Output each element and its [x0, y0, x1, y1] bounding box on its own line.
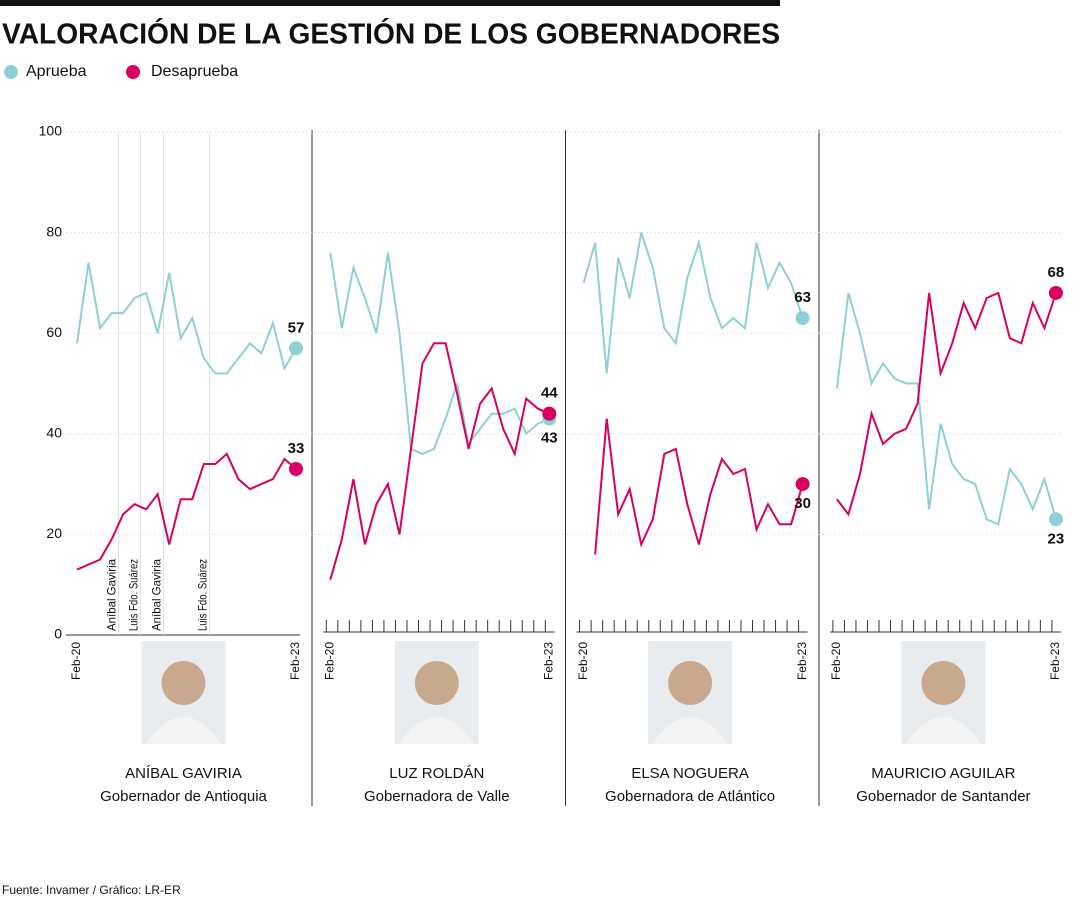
- x-tick-label: Feb-20: [322, 642, 336, 680]
- governor-role: Gobernadora de Valle: [364, 788, 510, 805]
- portrait-face: [921, 661, 966, 705]
- y-tick-label: 60: [46, 324, 62, 340]
- y-tick-label: 40: [46, 425, 62, 441]
- annotation-text: Aníbal Gaviria: [150, 559, 164, 631]
- series-line: [329, 252, 550, 455]
- annotation-text: Aníbal Gaviria: [105, 559, 119, 631]
- data-label: 33: [288, 440, 305, 457]
- portrait-face: [668, 661, 713, 705]
- legend-label: Desaprueba: [151, 63, 238, 80]
- series-line: [76, 452, 297, 571]
- y-tick-label: 0: [54, 626, 62, 642]
- annotation-text: Luis Fdo. Suárez: [196, 559, 210, 631]
- x-tick-label: Feb-20: [829, 642, 843, 680]
- end-dot: [1048, 512, 1063, 527]
- governor-name: MAURICIO AGUILAR: [871, 765, 1015, 782]
- series-line: [836, 291, 1057, 517]
- data-label: 68: [1048, 264, 1065, 281]
- end-dot: [289, 341, 303, 356]
- x-tick-label: Feb-23: [1048, 642, 1062, 680]
- end-dot: [289, 462, 303, 477]
- y-tick-label: 80: [46, 223, 62, 239]
- governor-name: LUZ ROLDÁN: [389, 765, 484, 782]
- data-label: 44: [541, 385, 558, 402]
- annotation-text: Luis Fdo. Suárez: [127, 559, 141, 631]
- data-label: 43: [541, 430, 558, 447]
- series-line: [835, 292, 1057, 526]
- governor-role: Gobernadora de Atlántico: [605, 788, 775, 805]
- data-label: 57: [288, 319, 305, 336]
- y-tick-label: 20: [46, 525, 62, 541]
- series-line: [329, 342, 550, 580]
- series-line: [76, 262, 297, 375]
- legend-label: Aprueba: [26, 63, 87, 80]
- series-line: [582, 232, 804, 374]
- x-tick-label: Feb-23: [541, 642, 555, 680]
- source-note: Fuente: Invamer / Gráfico: LR-ER: [2, 883, 181, 897]
- governor-role: Gobernador de Santander: [856, 788, 1030, 805]
- chart-title: VALORACIÓN DE LA GESTIÓN DE LOS GOBERNAD…: [2, 17, 780, 51]
- series-line: [594, 418, 804, 555]
- data-label: 63: [794, 289, 811, 306]
- portrait-shoulders: [905, 717, 982, 744]
- data-label: 23: [1048, 530, 1065, 547]
- x-tick-label: Feb-23: [288, 642, 302, 680]
- x-tick-label: Feb-20: [576, 642, 590, 680]
- governor-role: Gobernador de Antioquia: [100, 788, 267, 805]
- title-bar: [0, 0, 780, 6]
- x-tick-label: Feb-23: [795, 642, 809, 680]
- portrait-face: [161, 661, 206, 705]
- legend-swatch: [126, 65, 140, 79]
- data-label: 30: [794, 495, 811, 512]
- portrait-shoulders: [145, 717, 222, 744]
- portrait-face: [414, 661, 459, 705]
- legend-swatch: [4, 65, 18, 79]
- end-dot: [795, 311, 810, 326]
- governor-name: ELSA NOGUERA: [631, 765, 749, 782]
- end-dot: [795, 477, 810, 492]
- end-dot: [1048, 285, 1063, 300]
- y-tick-label: 100: [39, 123, 63, 139]
- portrait-shoulders: [652, 717, 729, 744]
- x-tick-label: Feb-20: [69, 642, 83, 680]
- end-dot: [542, 406, 557, 421]
- governor-name: ANÍBAL GAVIRIA: [125, 765, 242, 782]
- portrait-shoulders: [398, 717, 475, 744]
